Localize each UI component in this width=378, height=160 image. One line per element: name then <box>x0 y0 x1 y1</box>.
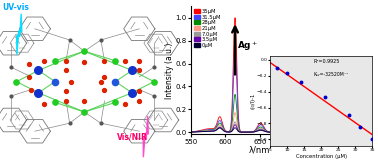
Text: R²=0.9925: R²=0.9925 <box>313 59 339 64</box>
Polygon shape <box>143 116 148 157</box>
Text: Kₛᵥ=-32520M⁻¹: Kₛᵥ=-32520M⁻¹ <box>313 72 348 77</box>
Y-axis label: (I₀/I)-1: (I₀/I)-1 <box>251 93 256 109</box>
X-axis label: Concentration (μM): Concentration (μM) <box>296 154 347 159</box>
Y-axis label: Intensity (a.u.): Intensity (a.u.) <box>165 42 174 99</box>
X-axis label: λ/nm: λ/nm <box>249 146 271 155</box>
Legend: 35μM, 31.5μM, 28μM, 21μM, 7.0μM, 3.5μM, 0μM: 35μM, 31.5μM, 28μM, 21μM, 7.0μM, 3.5μM, … <box>191 7 223 50</box>
Text: Vis/NIR: Vis/NIR <box>117 133 148 142</box>
Polygon shape <box>17 14 22 55</box>
Text: UV-vis: UV-vis <box>2 3 29 12</box>
Text: Ag$^+$: Ag$^+$ <box>237 40 258 53</box>
